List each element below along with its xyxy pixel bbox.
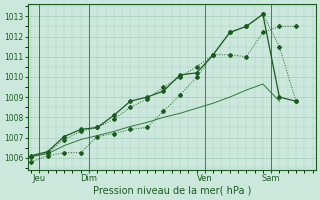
X-axis label: Pression niveau de la mer( hPa ): Pression niveau de la mer( hPa ) (92, 186, 251, 196)
